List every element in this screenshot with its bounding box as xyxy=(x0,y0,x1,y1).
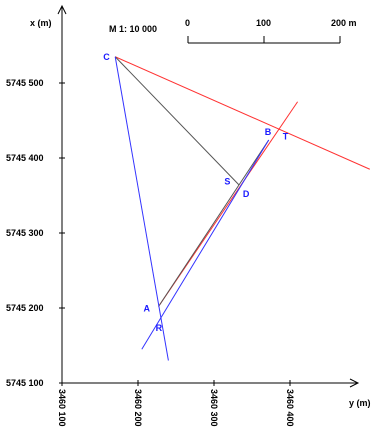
scale-label-200: 200 m xyxy=(331,18,357,28)
point-label-c: C xyxy=(103,52,110,62)
line-c-t-red xyxy=(114,56,371,170)
point-label-t: T xyxy=(283,131,289,141)
scale-ratio-label: M 1: 10 000 xyxy=(109,24,157,34)
point-label-s: S xyxy=(224,177,230,187)
y-axis-ticks: 3460 100 3460 200 3460 300 3460 400 xyxy=(57,380,295,427)
x-tick-label: 5745 500 xyxy=(6,78,44,88)
x-axis-arrow-icon xyxy=(57,4,67,15)
scale-label-0: 0 xyxy=(185,18,190,28)
y-tick-label: 3460 300 xyxy=(209,389,219,427)
x-tick-label: 5745 400 xyxy=(6,153,44,163)
line-r-b-blue xyxy=(141,139,270,350)
x-axis-label: x (m) xyxy=(30,18,52,28)
x-tick-label: 5745 100 xyxy=(6,378,44,388)
scale-label-100: 100 xyxy=(256,18,271,28)
y-tick-label: 3460 200 xyxy=(133,389,143,427)
y-axis-label: y (m) xyxy=(349,398,371,408)
y-tick-label: 3460 100 xyxy=(57,389,67,427)
point-label-a: A xyxy=(144,304,151,314)
line-c-s-black xyxy=(114,56,240,186)
point-label-b: B xyxy=(265,127,272,137)
survey-lines xyxy=(114,56,371,361)
y-tick-label: 3460 400 xyxy=(285,389,295,427)
y-axis-arrow-icon xyxy=(349,378,360,388)
x-axis-ticks: 5745 500 5745 400 5745 300 5745 200 5745 100 xyxy=(6,78,65,388)
x-tick-label: 5745 200 xyxy=(6,303,44,313)
line-c-r-blue xyxy=(114,56,169,361)
line-a-b-black xyxy=(158,139,270,307)
point-label-d: D xyxy=(243,189,250,199)
x-tick-label: 5745 300 xyxy=(6,228,44,238)
point-label-r: R xyxy=(156,323,163,333)
point-labels: C B T S D AR xyxy=(103,52,289,333)
